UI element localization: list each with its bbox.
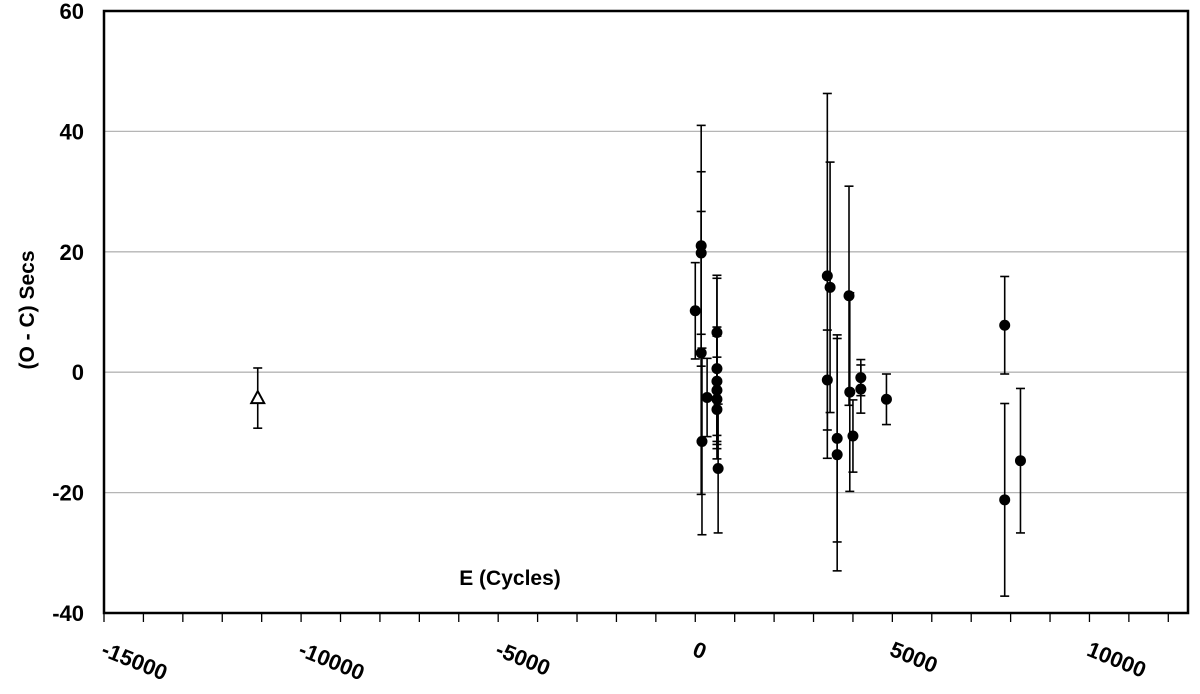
data-point bbox=[711, 404, 723, 416]
data-points bbox=[249, 240, 1026, 506]
data-point bbox=[821, 270, 833, 282]
x-axis-ticks bbox=[103, 613, 1169, 622]
y-tick-label: 20 bbox=[60, 240, 84, 265]
data-point bbox=[1014, 455, 1026, 467]
x-tick-label: -10000 bbox=[295, 636, 368, 685]
horizontal-gridlines bbox=[104, 130, 1188, 494]
x-axis-tick-labels: -15000 -10000 -5000 0 5000 10000 bbox=[98, 636, 1150, 685]
data-point bbox=[880, 393, 892, 405]
data-point bbox=[689, 305, 701, 317]
y-tick-label: 60 bbox=[60, 0, 84, 24]
y-tick-label: -40 bbox=[52, 601, 84, 626]
data-point bbox=[696, 435, 708, 447]
y-tick-label: -20 bbox=[52, 481, 84, 506]
data-point-triangle bbox=[249, 388, 266, 405]
data-point bbox=[999, 319, 1011, 331]
y-axis-tick-labels: -40 -20 0 20 40 60 bbox=[52, 0, 84, 626]
plot-area-frame bbox=[102, 9, 1190, 615]
data-point bbox=[711, 384, 723, 396]
x-tick-label: 0 bbox=[689, 636, 710, 664]
data-point bbox=[711, 363, 723, 375]
data-point bbox=[855, 383, 867, 395]
data-point bbox=[711, 375, 723, 387]
data-point bbox=[711, 326, 723, 338]
data-point bbox=[844, 386, 856, 398]
data-point bbox=[701, 391, 713, 403]
data-point bbox=[712, 463, 724, 475]
data-point bbox=[711, 393, 723, 405]
y-tick-label: 40 bbox=[60, 119, 84, 144]
x-tick-label: -5000 bbox=[492, 636, 554, 680]
x-tick-label: 5000 bbox=[886, 636, 941, 678]
x-axis-label: E (Cycles) bbox=[459, 567, 561, 590]
data-point bbox=[843, 290, 855, 302]
y-tick-label: 0 bbox=[72, 360, 84, 385]
data-point bbox=[999, 494, 1011, 506]
error-bars bbox=[253, 92, 1025, 597]
x-tick-label: 10000 bbox=[1084, 636, 1150, 682]
data-point bbox=[831, 449, 843, 461]
data-point bbox=[824, 281, 836, 293]
data-point bbox=[847, 430, 859, 442]
data-point bbox=[855, 372, 867, 384]
data-point bbox=[695, 347, 707, 359]
data-point bbox=[831, 432, 843, 444]
x-tick-label: -15000 bbox=[98, 636, 171, 685]
y-axis-label: (O - C) Secs bbox=[16, 250, 39, 369]
data-point bbox=[821, 374, 833, 386]
data-point bbox=[695, 247, 707, 259]
